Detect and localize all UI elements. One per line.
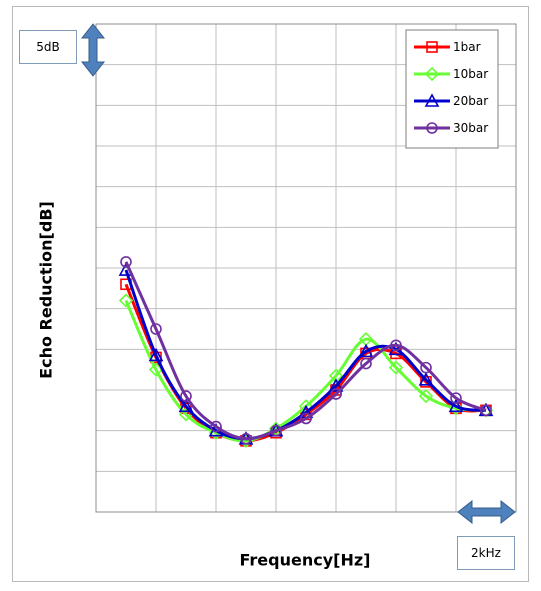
legend-label-30bar: 30bar [453, 121, 488, 135]
data-point-20bar [358, 343, 374, 358]
legend: 1bar 10bar 20bar 30bar [405, 29, 499, 149]
y-scale-label: 5dB [19, 30, 77, 64]
legend-item-10bar: 10bar [414, 66, 488, 82]
data-point-20bar [418, 372, 434, 386]
data-point-30bar [120, 256, 132, 268]
data-point-20bar [148, 347, 164, 362]
data-point-30bar [360, 357, 372, 370]
legend-label-20bar: 20bar [453, 94, 488, 108]
legend-item-20bar: 20bar [414, 93, 488, 108]
data-point-30bar [150, 323, 162, 335]
legend-marker-10bar [424, 66, 440, 82]
y-axis-title: Echo Reduction[dB] [36, 201, 56, 379]
data-point-20bar [448, 398, 464, 413]
y-scale-arrow-icon [80, 23, 106, 77]
data-point-10bar [118, 293, 134, 308]
series-line-20bar [124, 269, 487, 441]
data-point-30bar [300, 412, 312, 425]
data-point-30bar [240, 432, 252, 445]
data-point-30bar [420, 361, 432, 374]
data-point-30bar [390, 339, 402, 352]
data-point-30bar [270, 424, 282, 437]
data-point-30bar [210, 420, 222, 433]
data-point-10bar [148, 362, 164, 377]
scale-arrows [80, 23, 516, 525]
x-scale-label: 2kHz [457, 536, 515, 570]
x-scale-arrow-icon [457, 499, 516, 525]
plot-border [95, 23, 517, 513]
plot-area-border [95, 23, 517, 513]
legend-marker-1bar [426, 41, 438, 53]
data-point-30bar [450, 392, 462, 404]
data-point-20bar [178, 398, 194, 413]
legend-label-10bar: 10bar [453, 67, 488, 81]
x-axis-title: Frequency[Hz] [239, 550, 371, 570]
legend-item-1bar: 1bar [414, 40, 481, 54]
legend-item-30bar: 30bar [414, 121, 488, 135]
data-point-30bar [180, 390, 192, 402]
legend-marker-30bar [426, 122, 438, 134]
data-point-10bar [328, 368, 344, 383]
data-point-10bar [418, 388, 434, 404]
data-point-30bar [480, 404, 492, 417]
legend-label-1bar: 1bar [453, 40, 481, 54]
legend-marker-20bar [424, 93, 440, 107]
data-point-20bar [328, 378, 344, 392]
series-1bar [120, 278, 492, 447]
series-30bar [120, 256, 492, 445]
series-layer [118, 256, 494, 448]
data-point-10bar [388, 360, 404, 375]
data-point-30bar [330, 388, 342, 400]
